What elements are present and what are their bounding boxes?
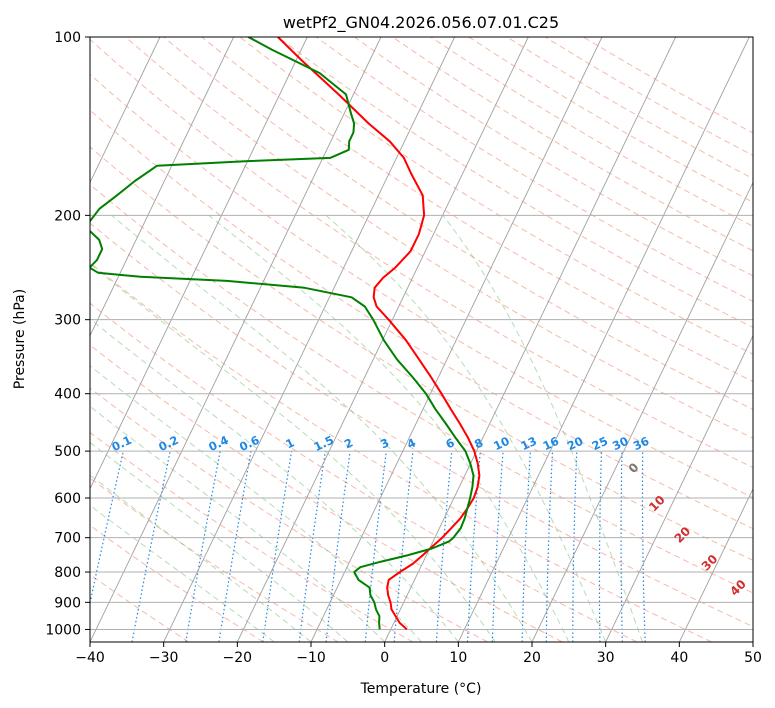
y-tick-label: 600: [54, 491, 81, 507]
x-axis-label: Temperature (°C): [360, 681, 482, 697]
mixing-ratio-label: 36: [631, 434, 651, 453]
isotherm-line: [90, 37, 161, 184]
mixing-ratio-label: 13: [518, 434, 538, 453]
moist-adiabat-line: [90, 365, 422, 642]
dry-adiabat-line: [90, 344, 563, 642]
dry-adiabat-line: [90, 222, 753, 628]
y-tick-label: 100: [54, 30, 81, 46]
moist-adiabat-line: [325, 214, 607, 642]
moist-adiabat-line: [90, 474, 312, 642]
y-tick-label: 400: [54, 387, 81, 403]
x-tick-label: 40: [670, 650, 688, 666]
dry-adiabat-line: [90, 262, 712, 642]
dry-adiabat-line: [90, 109, 753, 530]
mixing-ratio-line: [364, 451, 387, 642]
mixing-ratio-line: [393, 451, 414, 642]
moist-adiabat-line: [111, 214, 533, 642]
dry-adiabat-line: [277, 37, 753, 329]
plot-frame: [89, 36, 754, 643]
isotherm-line: [384, 37, 677, 642]
y-tick-label: 800: [54, 565, 81, 581]
x-tick-label: 0: [380, 650, 389, 666]
mixing-ratio-label: 16: [541, 434, 561, 453]
isotherm-line: [531, 181, 753, 642]
dry-adiabat-line: [90, 573, 190, 642]
dry-adiabat-line: [90, 387, 488, 642]
y-tick-label: 1000: [45, 622, 81, 638]
mixing-ratio-label: 30: [610, 434, 630, 453]
isotherm-line: [90, 37, 308, 490]
isotherm-line: [163, 37, 456, 642]
y-tick-label: 200: [54, 208, 81, 224]
dry-adiabat-line: [315, 37, 753, 302]
dry-adiabat-line: [90, 302, 638, 642]
mixing-ratio-line: [435, 451, 453, 642]
x-tick-label: 10: [449, 650, 467, 666]
y-tick-label: 300: [54, 313, 81, 329]
x-tick-label: −30: [149, 650, 179, 666]
moist-adiabat-line: [442, 214, 643, 642]
isotherm-line: [90, 37, 235, 337]
x-tick-label: 50: [744, 650, 762, 666]
mixing-ratio-label: 10: [491, 434, 511, 453]
isotherm-line: [310, 37, 603, 642]
dry-adiabat-line: [239, 37, 753, 355]
mixing-ratio-line: [262, 451, 293, 642]
isotherm-line: [90, 37, 382, 642]
dry-adiabat-line: [90, 477, 339, 642]
y-axis-label: Pressure (hPa): [12, 289, 28, 389]
dry-adiabat-line: [125, 37, 753, 439]
mixing-ratio-label: 20: [565, 434, 585, 453]
mixing-ratio-line: [325, 451, 351, 642]
x-tick-label: −40: [75, 650, 105, 666]
isotherm-line: [678, 487, 753, 642]
x-tick-label: 30: [597, 650, 615, 666]
y-tick-label: 500: [54, 444, 81, 460]
dry-adiabat-line: [90, 38, 753, 469]
y-tick-label: 900: [54, 595, 81, 611]
dry-adiabat-line: [163, 37, 753, 411]
dewpoint-profile-line: [90, 37, 475, 630]
moist-adiabat-line: [90, 405, 386, 642]
moist-adiabat-line: [90, 504, 275, 642]
x-tick-label: −10: [296, 650, 326, 666]
temperature-profile-line: [277, 37, 481, 631]
mixing-ratio-line: [298, 451, 326, 642]
mixing-ratio-label: 25: [590, 434, 610, 453]
moist-adiabat-line: [90, 318, 459, 642]
x-tick-label: −20: [223, 650, 253, 666]
isotherm-line: [605, 334, 753, 642]
y-tick-label: 700: [54, 531, 81, 547]
isotherm-line: [457, 37, 750, 642]
chart-title: wetPf2_GN04.2026.056.07.01.C25: [283, 13, 559, 33]
x-tick-label: 20: [523, 650, 541, 666]
